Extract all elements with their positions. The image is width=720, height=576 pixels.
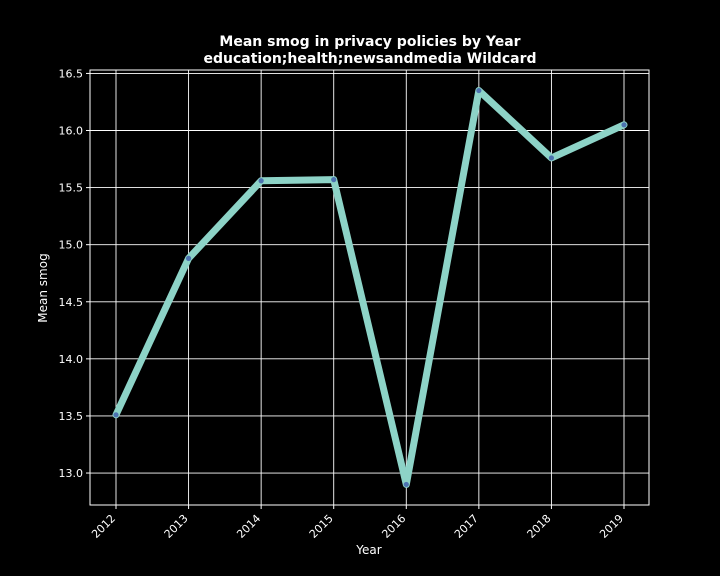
data-point bbox=[548, 155, 555, 161]
series-layer bbox=[112, 87, 628, 488]
x-axis-ticks: 2012 2013 2014 2015 2016 2017 2018 2019 bbox=[89, 505, 626, 541]
chart-subtitle: education;health;newsandmedia Wildcard bbox=[204, 51, 537, 67]
data-point bbox=[113, 412, 119, 418]
x-tick-label: 2017 bbox=[452, 512, 481, 541]
x-tick-label: 2019 bbox=[597, 512, 626, 541]
x-axis-label: Year bbox=[355, 543, 381, 557]
y-tick-label: 14.5 bbox=[59, 296, 84, 309]
data-point bbox=[331, 177, 337, 183]
data-point bbox=[185, 255, 192, 261]
y-tick-label: 16.0 bbox=[59, 125, 84, 138]
series-line bbox=[112, 87, 628, 488]
y-axis-label: Mean smog bbox=[36, 253, 50, 322]
y-tick-label: 15.5 bbox=[59, 182, 84, 195]
x-tick-label: 2018 bbox=[525, 512, 554, 541]
x-tick-label: 2013 bbox=[162, 512, 191, 541]
x-tick-label: 2012 bbox=[89, 512, 118, 541]
y-tick-label: 13.5 bbox=[59, 410, 84, 423]
grid-lines bbox=[90, 70, 649, 505]
data-point bbox=[403, 481, 409, 488]
y-tick-label: 14.0 bbox=[59, 353, 84, 366]
y-tick-label: 13.0 bbox=[59, 467, 84, 480]
x-tick-label: 2014 bbox=[234, 512, 263, 541]
chart-title: Mean smog in privacy policies by Year bbox=[219, 34, 520, 50]
plot-frame bbox=[89, 69, 650, 506]
y-tick-label: 15.0 bbox=[59, 239, 84, 252]
x-tick-label: 2016 bbox=[379, 512, 408, 541]
y-tick-label: 16.5 bbox=[59, 67, 84, 80]
y-axis-ticks: 13.0 13.5 14.0 14.5 15.0 15.5 16.0 16.5 bbox=[59, 67, 90, 480]
x-tick-label: 2015 bbox=[307, 512, 336, 541]
data-point bbox=[621, 122, 627, 128]
data-point bbox=[476, 87, 482, 94]
data-point bbox=[258, 178, 264, 184]
